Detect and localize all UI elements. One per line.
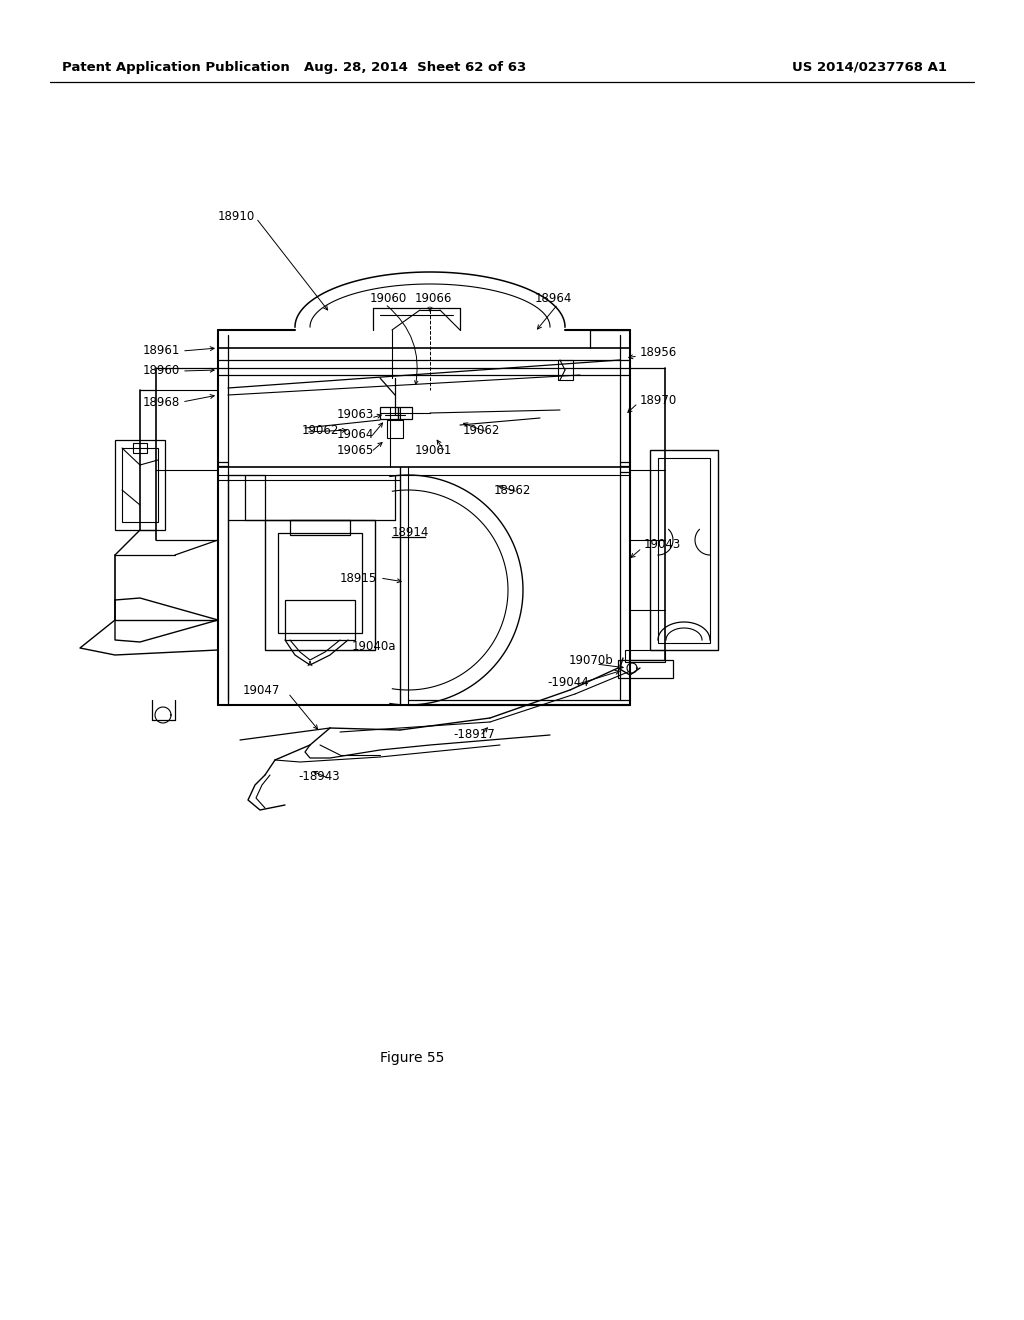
Bar [133,444,147,453]
Text: Figure 55: Figure 55 [380,1051,444,1065]
Text: 19065: 19065 [337,444,374,457]
Bar [398,407,412,418]
Text: -19044: -19044 [547,676,589,689]
Bar [380,407,398,418]
Text: 19064: 19064 [337,429,375,441]
Text: 18910: 18910 [218,210,255,223]
Text: 19047: 19047 [243,684,281,697]
Text: US 2014/0237768 A1: US 2014/0237768 A1 [793,61,947,74]
Text: 19062: 19062 [463,424,501,437]
Bar [265,520,375,649]
Text: 19070b: 19070b [569,655,613,668]
Text: Aug. 28, 2014  Sheet 62 of 63: Aug. 28, 2014 Sheet 62 of 63 [304,61,526,74]
Text: 19063: 19063 [337,408,374,421]
Text: 18915: 18915 [340,572,377,585]
Bar [290,520,350,535]
Bar [625,649,665,663]
Bar [387,420,403,438]
Text: 18960: 18960 [142,364,180,378]
Text: 18964: 18964 [535,292,572,305]
Text: 19060: 19060 [370,292,408,305]
Bar [558,360,573,380]
Text: 19062: 19062 [302,424,339,437]
Bar [650,450,718,649]
Text: 19061: 19061 [415,444,453,457]
Text: -18943: -18943 [298,770,340,783]
Text: 19043: 19043 [644,539,681,552]
Bar [122,447,158,521]
Bar [618,660,673,678]
Bar [285,601,355,640]
Bar [278,533,362,634]
Bar [658,458,710,643]
Text: 18961: 18961 [142,345,180,358]
Text: 19040a: 19040a [352,639,396,652]
Bar [115,440,165,531]
Text: 18956: 18956 [640,346,677,359]
Text: 18970: 18970 [640,393,677,407]
Text: Patent Application Publication: Patent Application Publication [62,61,290,74]
Text: 18914: 18914 [392,527,429,540]
Text: 18968: 18968 [142,396,180,408]
Text: 19066: 19066 [415,292,453,305]
Text: 18962: 18962 [494,483,531,496]
Text: -18917: -18917 [453,727,495,741]
